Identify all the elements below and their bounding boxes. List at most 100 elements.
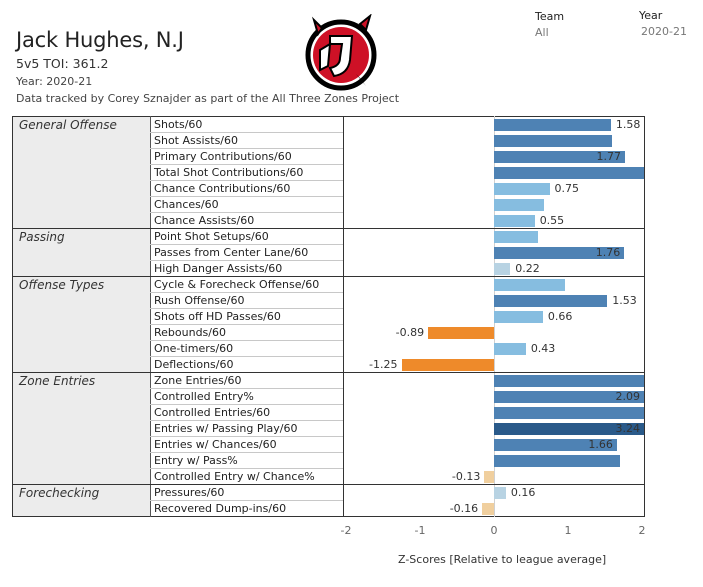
- team-filter-value[interactable]: All: [535, 26, 549, 39]
- bar: [494, 279, 566, 291]
- bar: [494, 215, 535, 227]
- metric-label: Pressures/60: [154, 486, 225, 499]
- bar: [484, 471, 494, 483]
- group-label: General Offense: [19, 118, 117, 132]
- bar: [494, 119, 611, 131]
- row-separator: [150, 132, 343, 133]
- row-separator: [150, 164, 343, 165]
- metric-label: Zone Entries/60: [154, 374, 242, 387]
- data-label: 1.58: [615, 118, 641, 131]
- bar: [494, 167, 644, 179]
- row-separator: [150, 388, 343, 389]
- group-separator: [12, 484, 645, 485]
- year-filter-value[interactable]: 2020-21: [641, 25, 687, 38]
- bar: [494, 247, 625, 259]
- metric-label: Passes from Center Lane/60: [154, 246, 309, 259]
- bar: [428, 327, 494, 339]
- divider-group-metric: [150, 116, 151, 517]
- row-separator: [150, 292, 343, 293]
- row-separator: [150, 452, 343, 453]
- metric-label: Primary Contributions/60: [154, 150, 292, 163]
- data-label: 0.55: [539, 214, 565, 227]
- metric-label: Chance Assists/60: [154, 214, 255, 227]
- toi-label: 5v5 TOI:: [16, 56, 69, 71]
- bar: [494, 455, 620, 467]
- row-separator: [150, 468, 343, 469]
- row-separator: [150, 420, 343, 421]
- row-separator: [150, 180, 343, 181]
- data-label: 1.53: [612, 294, 637, 307]
- bar: [494, 295, 608, 307]
- bar: [494, 311, 543, 323]
- metric-label: Entry w/ Pass%: [154, 454, 238, 467]
- metric-label: Shots off HD Passes/60: [154, 310, 281, 323]
- x-tick-label: 1: [564, 524, 572, 537]
- row-separator: [150, 196, 343, 197]
- year-line: Year: 2020-21: [16, 75, 93, 88]
- group-label: Zone Entries: [19, 374, 96, 388]
- data-label: 0.43: [530, 342, 556, 355]
- data-label: -0.89: [395, 326, 425, 339]
- bar: [494, 231, 539, 243]
- metric-label: Point Shot Setups/60: [154, 230, 269, 243]
- x-axis-title: Z-Scores [Relative to league average]: [398, 553, 607, 566]
- data-label: -0.13: [451, 470, 481, 483]
- bar: [494, 199, 545, 211]
- data-label: 1.77: [596, 150, 621, 163]
- metric-label: Entries w/ Passing Play/60: [154, 422, 298, 435]
- row-separator: [150, 356, 343, 357]
- bar: [494, 183, 550, 195]
- data-label: 0.22: [515, 262, 540, 275]
- metric-label: Total Shot Contributions/60: [154, 166, 304, 179]
- row-separator: [150, 436, 343, 437]
- bar: [494, 439, 617, 451]
- metric-label: Entries w/ Chances/60: [154, 438, 277, 451]
- bar: [494, 423, 644, 435]
- x-tick-label: -1: [414, 524, 426, 537]
- group-label: Passing: [19, 230, 65, 244]
- bar: [401, 359, 494, 371]
- row-separator: [150, 148, 343, 149]
- metric-label: Shot Assists/60: [154, 134, 239, 147]
- bar: [494, 487, 506, 499]
- bar: [494, 151, 625, 163]
- metric-label: Rush Offense/60: [154, 294, 245, 307]
- metric-label: Controlled Entries/60: [154, 406, 271, 419]
- metric-label: Recovered Dump-ins/60: [154, 502, 287, 515]
- bar: [494, 135, 613, 147]
- data-label: -0.16: [449, 502, 479, 515]
- metric-label: Chance Contributions/60: [154, 182, 291, 195]
- chart-frame: [12, 116, 645, 517]
- group-separator: [12, 228, 645, 229]
- group-column: [13, 117, 150, 516]
- data-label: 1.66: [588, 438, 613, 451]
- row-separator: [150, 500, 343, 501]
- metric-label: Rebounds/60: [154, 326, 226, 339]
- row-separator: [150, 244, 343, 245]
- row-separator: [150, 324, 343, 325]
- team-filter-label: Team: [535, 10, 565, 23]
- bar: [494, 407, 644, 419]
- group-separator: [12, 276, 645, 277]
- metric-label: Controlled Entry%: [154, 390, 254, 403]
- data-label: -1.25: [369, 358, 398, 371]
- row-separator: [150, 404, 343, 405]
- data-label: 1.76: [595, 246, 621, 259]
- row-separator: [150, 260, 343, 261]
- x-tick-label: 2: [638, 524, 646, 537]
- bar: [494, 343, 526, 355]
- metric-label: Shots/60: [154, 118, 203, 131]
- group-separator: [12, 372, 645, 373]
- metric-label: Deflections/60: [154, 358, 234, 371]
- group-label: Forechecking: [19, 486, 100, 500]
- divider-metric-chart: [343, 116, 344, 517]
- data-label: 2.09: [615, 390, 641, 403]
- data-label: 0.66: [547, 310, 573, 323]
- x-tick-label: 0: [490, 524, 498, 537]
- bar: [494, 263, 511, 275]
- row-separator: [150, 308, 343, 309]
- metric-label: One-timers/60: [154, 342, 234, 355]
- metric-label: Cycle & Forecheck Offense/60: [154, 278, 320, 291]
- year-filter-label: Year: [639, 9, 663, 22]
- row-separator: [150, 340, 343, 341]
